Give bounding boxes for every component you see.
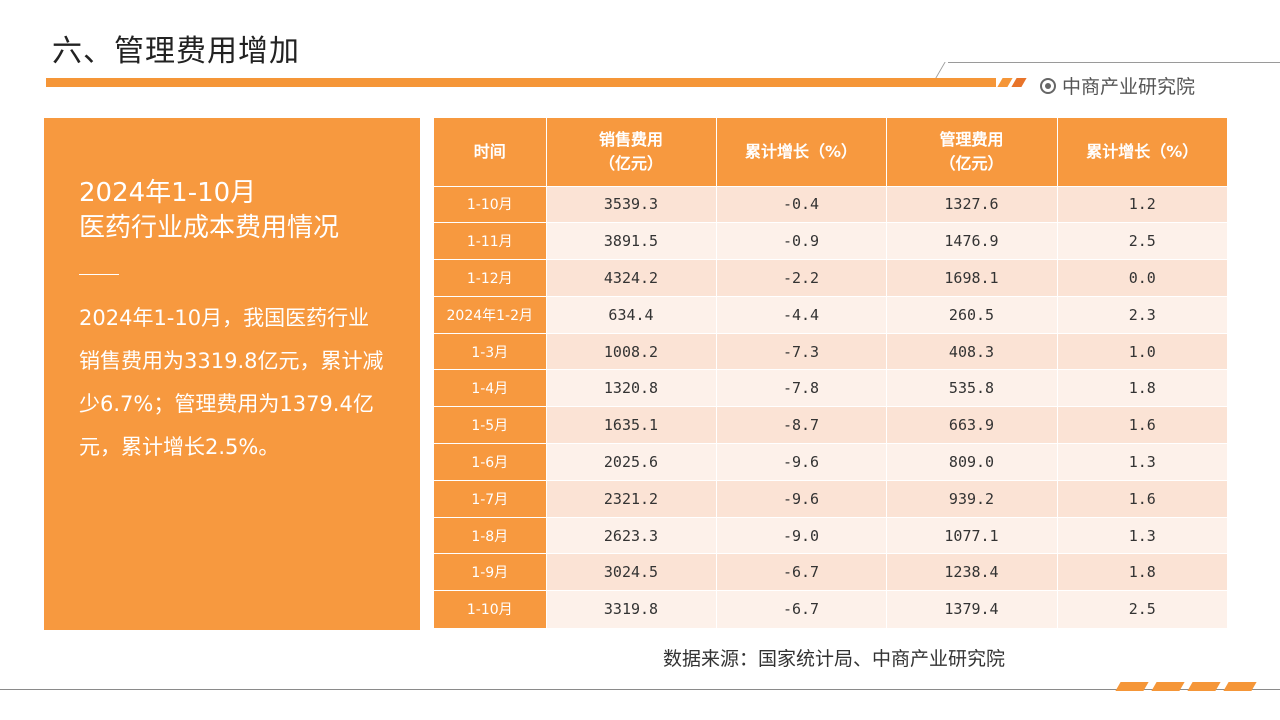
table-cell-sales: 4324.2 xyxy=(546,259,717,297)
data-table: 时间 销售费用 （亿元） 累计增长（%） 管理费用 （亿元） 累计增长（%） 1-1… xyxy=(434,118,1227,628)
header-sales: 销售费用 （亿元） xyxy=(546,118,717,186)
table-cell-time: 1-11月 xyxy=(434,222,547,260)
table-cell-admin-growth: 1.2 xyxy=(1057,185,1227,223)
table-cell-sales: 634.4 xyxy=(546,295,717,334)
table-cell-admin: 809.0 xyxy=(886,443,1058,481)
table-cell-admin-growth: 2.5 xyxy=(1057,222,1227,260)
brand: 中商产业研究院 xyxy=(1040,72,1195,99)
table-cell-sales-growth: -6.7 xyxy=(716,590,887,628)
table-cell-admin: 663.9 xyxy=(886,406,1058,444)
table-cell-admin-growth: 1.6 xyxy=(1057,479,1227,518)
table-row: 1-6月 2025.6 -9.6 809.0 1.3 xyxy=(434,443,1227,481)
table-cell-sales: 1320.8 xyxy=(546,369,717,407)
table-cell-sales: 2025.6 xyxy=(546,443,717,481)
table-cell-sales: 3319.8 xyxy=(546,590,717,628)
table-cell-sales: 2321.2 xyxy=(546,479,717,518)
table-cell-time: 2024年1-2月 xyxy=(434,295,547,334)
table-cell-sales: 2623.3 xyxy=(546,516,717,554)
table-cell-sales: 1008.2 xyxy=(546,332,717,370)
table-cell-admin-growth: 1.3 xyxy=(1057,443,1227,481)
page-title: 六、管理费用增加 xyxy=(52,34,300,69)
table-cell-admin-growth: 2.5 xyxy=(1057,590,1227,628)
table-cell-admin: 260.5 xyxy=(886,295,1058,334)
table-cell-sales-growth: -7.8 xyxy=(716,369,887,407)
table-cell-sales: 3891.5 xyxy=(546,222,717,260)
table-cell-admin: 1327.6 xyxy=(886,185,1058,223)
title-underline xyxy=(46,78,996,87)
table-row: 1-7月 2321.2 -9.6 939.2 1.6 xyxy=(434,479,1227,518)
table-cell-admin: 1238.4 xyxy=(886,553,1058,591)
table-cell-time: 1-10月 xyxy=(434,590,547,628)
table-cell-admin-growth: 1.0 xyxy=(1057,332,1227,370)
header-admin-growth: 累计增长（%） xyxy=(1057,118,1227,186)
summary-subheading: 医药行业成本费用情况 xyxy=(79,213,340,243)
header-time: 时间 xyxy=(434,118,547,186)
brand-name: 中商产业研究院 xyxy=(1062,76,1196,98)
brand-line xyxy=(948,62,1280,63)
table-cell-admin: 1379.4 xyxy=(886,590,1058,628)
header-sales-growth: 累计增长（%） xyxy=(716,118,887,186)
table-cell-sales: 3024.5 xyxy=(546,553,717,591)
summary-divider xyxy=(79,274,119,275)
title-stripes xyxy=(997,78,1027,87)
table-row: 1-4月 1320.8 -7.8 535.8 1.8 xyxy=(434,369,1227,407)
table-cell-sales-growth: -9.6 xyxy=(716,443,887,481)
table-cell-sales-growth: -0.9 xyxy=(716,222,887,260)
table-cell-admin-growth: 1.8 xyxy=(1057,553,1227,591)
table-row: 1-11月 3891.5 -0.9 1476.9 2.5 xyxy=(434,222,1227,260)
table-cell-time: 1-3月 xyxy=(434,332,547,370)
table-cell-admin: 1698.1 xyxy=(886,259,1058,297)
table-cell-time: 1-10月 xyxy=(434,185,547,223)
table-row: 1-10月 3319.8 -6.7 1379.4 2.5 xyxy=(434,590,1227,628)
table-cell-sales-growth: -2.2 xyxy=(716,259,887,297)
table-cell-admin: 1476.9 xyxy=(886,222,1058,260)
table-cell-admin-growth: 1.6 xyxy=(1057,406,1227,444)
table-cell-admin: 939.2 xyxy=(886,479,1058,518)
table-cell-admin: 1077.1 xyxy=(886,516,1058,554)
header-admin: 管理费用 （亿元） xyxy=(886,118,1058,186)
table-row: 1-5月 1635.1 -8.7 663.9 1.6 xyxy=(434,406,1227,444)
table-cell-admin-growth: 1.8 xyxy=(1057,369,1227,407)
table-cell-sales: 3539.3 xyxy=(546,185,717,223)
table-cell-admin: 408.3 xyxy=(886,332,1058,370)
bottom-line xyxy=(0,689,1280,690)
table-row: 1-10月 3539.3 -0.4 1327.6 1.2 xyxy=(434,185,1227,223)
table-cell-admin-growth: 1.3 xyxy=(1057,516,1227,554)
table-cell-time: 1-6月 xyxy=(434,443,547,481)
table-cell-sales-growth: -8.7 xyxy=(716,406,887,444)
table-cell-time: 1-9月 xyxy=(434,553,547,591)
table-header-row: 时间 销售费用 （亿元） 累计增长（%） 管理费用 （亿元） 累计增长（%） xyxy=(434,118,1227,186)
table-body: 1-10月 3539.3 -0.4 1327.6 1.2 1-11月 3891.5 -0.9 1… xyxy=(434,185,1227,628)
table-cell-sales-growth: -9.6 xyxy=(716,479,887,518)
summary-body: 2024年1-10月，我国医药行业销售费用为3319.8亿元，累计减少6.7%；… xyxy=(79,306,384,459)
table-cell-sales-growth: -7.3 xyxy=(716,332,887,370)
brand-line-slant xyxy=(935,62,946,78)
summary-heading: 2024年1-10月 xyxy=(79,178,257,208)
table-row: 1-12月 4324.2 -2.2 1698.1 0.0 xyxy=(434,259,1227,297)
table-cell-time: 1-5月 xyxy=(434,406,547,444)
table-cell-admin: 535.8 xyxy=(886,369,1058,407)
data-source: 数据来源：国家统计局、中商产业研究院 xyxy=(663,648,1006,670)
table-cell-time: 1-4月 xyxy=(434,369,547,407)
table-cell-admin-growth: 2.3 xyxy=(1057,295,1227,334)
bottom-stripes xyxy=(1115,682,1257,691)
table-cell-sales: 1635.1 xyxy=(546,406,717,444)
table-cell-sales-growth: -9.0 xyxy=(716,516,887,554)
table-cell-time: 1-7月 xyxy=(434,479,547,518)
table-row: 1-3月 1008.2 -7.3 408.3 1.0 xyxy=(434,332,1227,370)
table-cell-admin-growth: 0.0 xyxy=(1057,259,1227,297)
table-cell-sales-growth: -4.4 xyxy=(716,295,887,334)
table-cell-sales-growth: -0.4 xyxy=(716,185,887,223)
table-cell-time: 1-12月 xyxy=(434,259,547,297)
table-row: 1-9月 3024.5 -6.7 1238.4 1.8 xyxy=(434,553,1227,591)
table-row: 2024年1-2月 634.4 -4.4 260.5 2.3 xyxy=(434,295,1227,334)
table-row: 1-8月 2623.3 -9.0 1077.1 1.3 xyxy=(434,516,1227,554)
table-cell-time: 1-8月 xyxy=(434,516,547,554)
summary-panel: 2024年1-10月 医药行业成本费用情况 2024年1-10月，我国医药行业销… xyxy=(44,118,420,630)
table-cell-sales-growth: -6.7 xyxy=(716,553,887,591)
target-icon xyxy=(1040,77,1056,94)
